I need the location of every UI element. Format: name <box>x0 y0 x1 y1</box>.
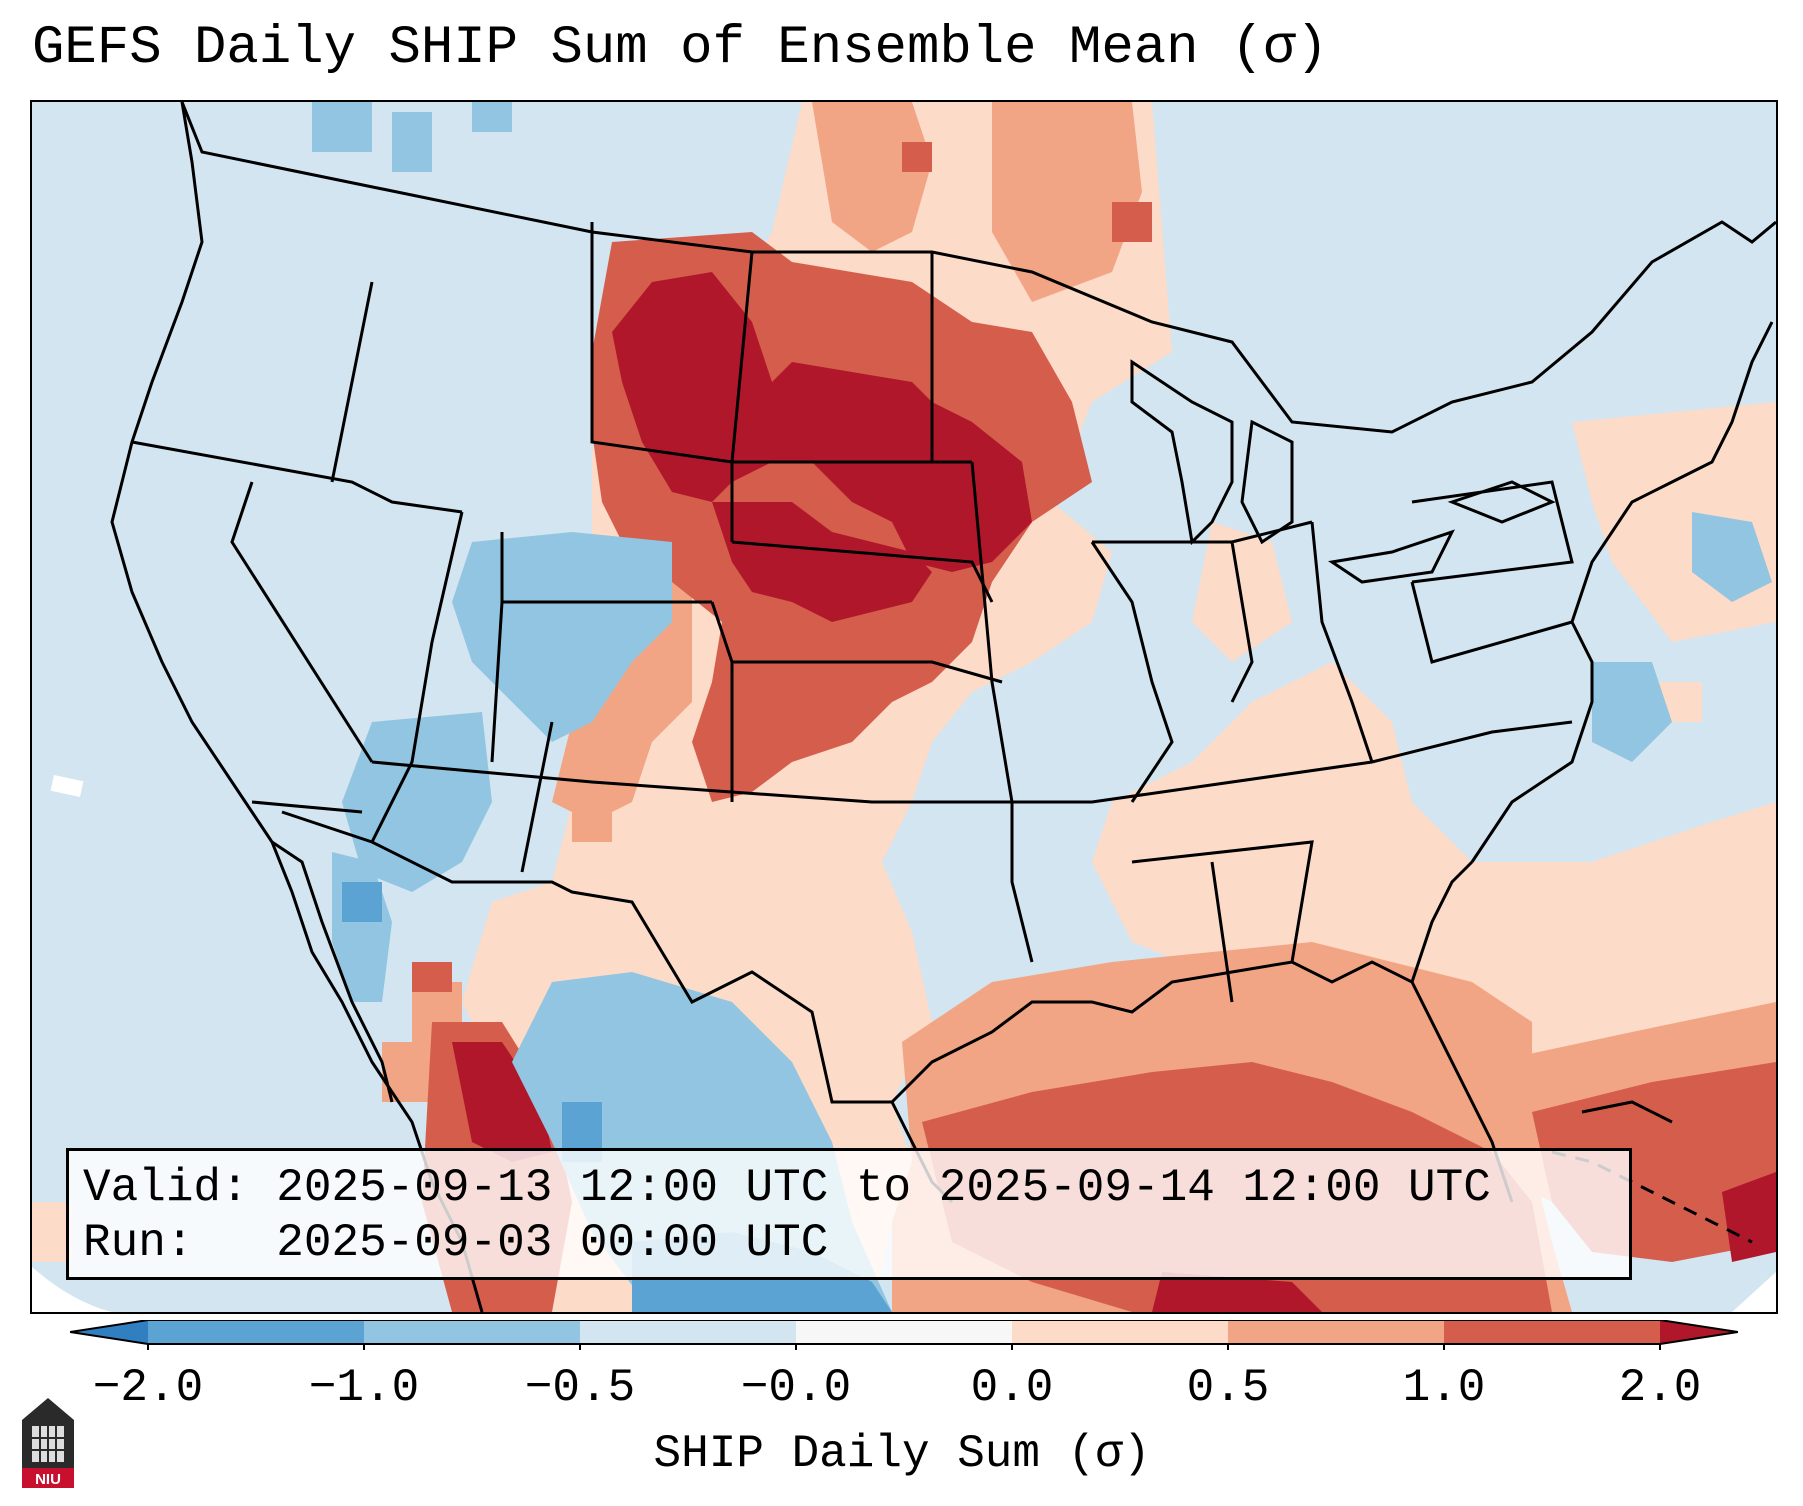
colorbar-tick-label: −1.0 <box>308 1362 420 1414</box>
colorbar-tick-label: 0.0 <box>970 1362 1054 1414</box>
colorbar-tick-label: 1.0 <box>1402 1362 1486 1414</box>
anomaly-map <box>32 102 1776 1312</box>
valid-run-info-box: Valid: 2025-09-13 12:00 UTC to 2025-09-1… <box>66 1148 1632 1280</box>
colorbar-bin <box>796 1320 1012 1344</box>
colorbar-bin <box>1228 1320 1444 1344</box>
colorbar-tick-label: 2.0 <box>1618 1362 1702 1414</box>
colorbar-bin <box>364 1320 580 1344</box>
page-title: GEFS Daily SHIP Sum of Ensemble Mean (σ) <box>32 18 1329 79</box>
colorbar-label: SHIP Daily Sum (σ) <box>653 1428 1151 1480</box>
colorbar-extend-low <box>70 1320 148 1344</box>
colorbar-bin <box>1012 1320 1228 1344</box>
logo-text: NIU <box>35 1471 61 1488</box>
colorbar-tick-label: 0.5 <box>1186 1362 1270 1414</box>
niu-logo: NIU <box>22 1398 74 1488</box>
valid-value: 2025-09-13 12:00 UTC to 2025-09-14 12:00… <box>276 1162 1491 1214</box>
colorbar-tick-label: −0.0 <box>740 1362 852 1414</box>
run-value: 2025-09-03 00:00 UTC <box>276 1217 829 1269</box>
valid-label: Valid: <box>83 1162 249 1214</box>
map-panel <box>30 100 1778 1314</box>
colorbar-tick-label: −0.5 <box>524 1362 636 1414</box>
colorbar-bin <box>1444 1320 1660 1344</box>
colorbar-bin <box>580 1320 796 1344</box>
colorbar-bin <box>148 1320 364 1344</box>
run-label: Run: <box>83 1217 194 1269</box>
colorbar <box>70 1320 1738 1350</box>
boundary-lines <box>110 102 1776 1312</box>
colorbar-tick-label: −2.0 <box>92 1362 204 1414</box>
anomaly-very-strong-positive <box>452 272 1776 1312</box>
colorbar-extend-high <box>1660 1320 1738 1344</box>
